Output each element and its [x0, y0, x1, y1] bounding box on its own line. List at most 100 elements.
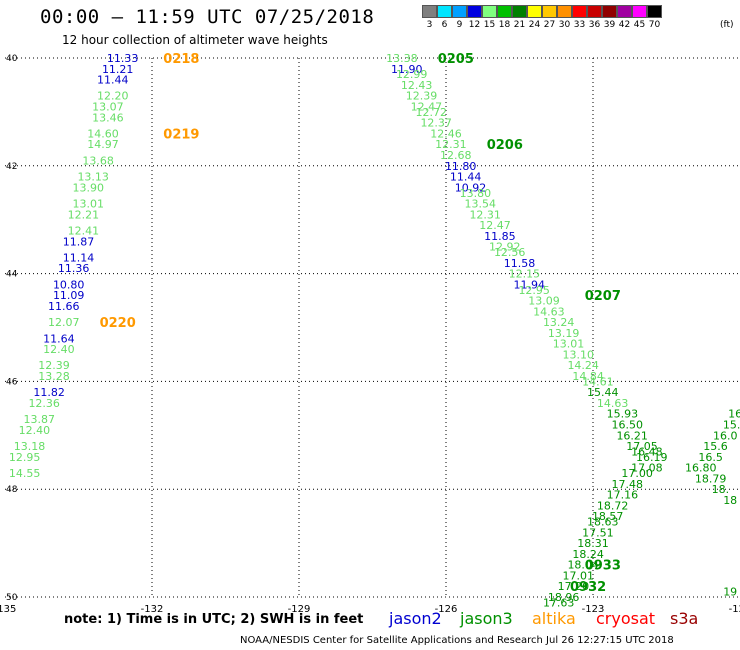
latitude-label: 48: [6, 485, 18, 495]
swh-reading: 12.21: [68, 208, 100, 221]
swh-reading: 17.51: [582, 526, 614, 539]
swh-reading: 15.7: [723, 419, 740, 432]
scale-label: 33: [573, 20, 586, 30]
scale-swatch: [527, 5, 542, 18]
swh-reading: 18.72: [597, 499, 629, 512]
swh-reading: 12.47: [411, 101, 443, 114]
swh-reading: 18.24: [572, 548, 604, 561]
swh-reading: 15.93: [607, 408, 639, 421]
swh-reading: 12.31: [469, 208, 501, 221]
swh-reading: 13.01: [553, 338, 585, 351]
color-scale-labels: 3 6 9 12 15 18 21 24 27 30 33 36 39 42 45 70: [422, 20, 662, 30]
swh-reading: 12.39: [38, 359, 70, 372]
swh-reading: 11.44: [97, 74, 129, 87]
swh-reading: 11.87: [63, 235, 95, 248]
swh-reading: 11.64: [43, 332, 75, 345]
swh-reading: 11.80: [445, 160, 477, 173]
swh-reading: 12.41: [68, 224, 100, 237]
scale-label: 6: [441, 20, 448, 30]
swh-reading: 11.66: [48, 300, 80, 313]
scale-label: 39: [603, 20, 616, 30]
swh-reading: 18.57: [592, 510, 624, 523]
swh-reading: 18.79: [695, 472, 727, 485]
swh-reading: 13.54: [465, 198, 497, 211]
latitude-label: 40: [6, 54, 18, 64]
scale-swatch: [482, 5, 497, 18]
swh-reading: 12.46: [430, 127, 462, 140]
swh-reading: 14.55: [9, 467, 41, 480]
swh-reading: 13.24: [543, 316, 575, 329]
legend-item-s3a: s3a: [670, 609, 699, 628]
scale-label: 3: [426, 20, 433, 30]
swh-reading: 14.63: [533, 305, 565, 318]
swh-reading: 12.68: [440, 149, 472, 162]
swh-reading: 16.5: [698, 451, 723, 464]
swh-reading: 17.00: [621, 467, 653, 480]
swh-reading: 14.63: [597, 397, 629, 410]
swh-reading: 13.80: [460, 187, 492, 200]
swh-reading: 11.90: [391, 63, 423, 76]
swh-reading: 11.21: [102, 63, 134, 76]
swh-reading: 15.44: [587, 386, 619, 399]
swh-reading: 13.09: [528, 295, 560, 308]
swh-reading: 12.40: [19, 424, 51, 437]
swh-reading: 19: [723, 586, 737, 599]
swh-reading: 12.72: [416, 106, 448, 119]
scale-label: 30: [558, 20, 571, 30]
longitude-label: -123: [582, 604, 605, 615]
swh-reading: 13.07: [92, 101, 124, 114]
longitude-label: -120: [729, 604, 740, 615]
swh-reading: 12.07: [48, 316, 80, 329]
scale-label: 21: [513, 20, 526, 30]
swh-reading: 17.01: [563, 569, 595, 582]
swh-reading: 13.87: [24, 413, 56, 426]
latitude-label: 42: [6, 162, 17, 172]
swh-reading: 17.05: [626, 440, 658, 453]
swh-reading: 13.90: [73, 181, 105, 194]
longitude-label: -126: [435, 604, 458, 615]
scale-label: 42: [618, 20, 631, 30]
swh-reading: 12.40: [43, 343, 75, 356]
swh-reading: 11.09: [53, 289, 85, 302]
swh-reading: 14.97: [87, 138, 119, 151]
legend-item-altika: altika: [532, 609, 576, 628]
swh-reading: 11.58: [504, 257, 536, 270]
swh-reading: 13.38: [386, 52, 418, 65]
swh-reading: 10.92: [455, 181, 487, 194]
scale-label: 18: [498, 20, 511, 30]
scale-label: 15: [483, 20, 496, 30]
swh-reading: 18.63: [587, 516, 619, 529]
scale-swatch: [497, 5, 512, 18]
swh-reading: 11.44: [450, 171, 482, 184]
scale-swatch: [617, 5, 632, 18]
swh-reading: 12.20: [97, 90, 129, 103]
page-title: 00:00 – 11:59 UTC 07/25/2018: [40, 6, 375, 28]
swh-reading: 12.95: [518, 284, 550, 297]
swh-reading: 12.39: [406, 90, 438, 103]
swh-reading: 11.33: [107, 52, 139, 65]
swh-reading: 16: [728, 408, 740, 421]
scale-label: 45: [633, 20, 646, 30]
swh-reading: 18.: [712, 483, 730, 496]
swh-reading: 16.80: [685, 462, 717, 475]
pass-time-label: 0218: [163, 52, 199, 67]
legend-item-jason3: jason3: [460, 609, 513, 628]
longitude-label: -135: [0, 604, 16, 615]
legend-item-cryosat: cryosat: [596, 609, 656, 628]
scale-label: 70: [648, 20, 661, 30]
latitude-label: 44: [6, 270, 18, 280]
scale-swatch: [557, 5, 572, 18]
swh-reading: 13.46: [92, 111, 124, 124]
scale-swatch: [542, 5, 557, 18]
swh-reading: 11.94: [514, 278, 546, 291]
swh-reading: 12.47: [479, 219, 511, 232]
scale-label: 12: [468, 20, 481, 30]
pass-time-label: 0219: [163, 127, 199, 142]
note-text: note: 1) Time is in UTC; 2) SWH is in fe…: [64, 612, 364, 627]
swh-reading: 12.56: [494, 246, 526, 259]
latitude-label: 50: [6, 593, 18, 603]
swh-reading: 13.01: [73, 198, 105, 211]
scale-swatch: [647, 5, 662, 18]
pass-time-label: 0220: [100, 316, 136, 331]
map-subtitle: 12 hour collection of altimeter wave hei…: [62, 33, 328, 47]
